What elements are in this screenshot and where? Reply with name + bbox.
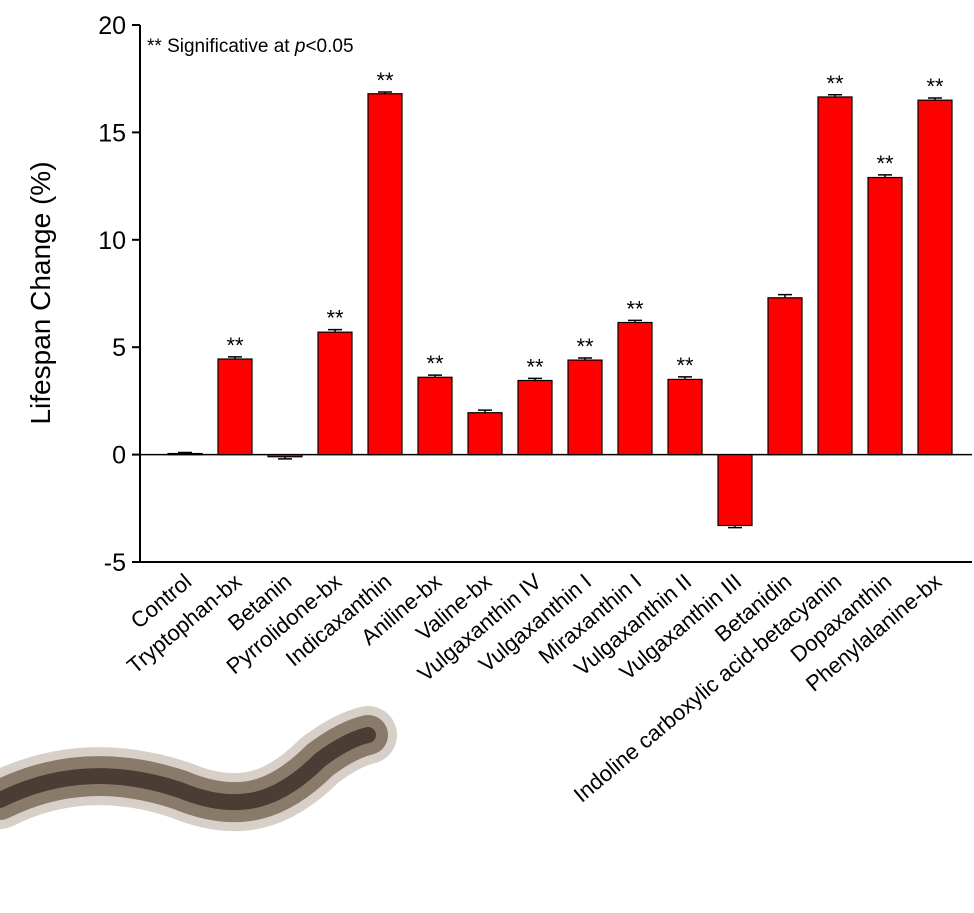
- y-axis-label: Lifespan Change (%): [25, 161, 56, 424]
- bar: [168, 454, 202, 455]
- significance-label: **: [426, 351, 444, 376]
- chart: ** Significative at p<0.05 Lifespan Chan…: [0, 0, 974, 913]
- annotation-text: ** Significative at: [147, 36, 295, 57]
- bar: [318, 332, 352, 454]
- significance-label: **: [576, 334, 594, 359]
- bar: [768, 298, 802, 455]
- significance-label: **: [876, 151, 894, 176]
- bar: [568, 360, 602, 455]
- y-tick-label: -5: [104, 549, 126, 577]
- y-tick-label: 0: [112, 442, 126, 470]
- bar: [668, 379, 702, 454]
- y-tick-label: 5: [112, 334, 126, 362]
- significance-label: **: [626, 296, 644, 321]
- bar: [518, 380, 552, 454]
- bar: [868, 178, 902, 455]
- significance-label: **: [676, 353, 694, 378]
- bar: [368, 94, 402, 455]
- significance-label: **: [326, 306, 344, 331]
- significance-label: **: [926, 74, 944, 99]
- y-tick-label: 15: [98, 119, 126, 147]
- bar: [468, 413, 502, 455]
- y-tick-label: 20: [98, 12, 126, 40]
- bar: [218, 359, 252, 455]
- significance-label: **: [226, 333, 244, 358]
- significance-label: **: [826, 71, 844, 96]
- significance-label: **: [376, 68, 394, 93]
- annotation: ** Significative at p<0.05: [147, 36, 354, 57]
- y-tick-label: 10: [98, 227, 126, 255]
- bar: [268, 455, 302, 457]
- bar: [418, 377, 452, 454]
- significance-label: **: [526, 354, 544, 379]
- bar: [618, 322, 652, 454]
- annotation-text: <0.05: [305, 36, 353, 57]
- bar: [818, 97, 852, 455]
- worm-illustration: [0, 735, 368, 802]
- bar: [718, 455, 752, 526]
- bar: [918, 100, 952, 454]
- annotation-p: p: [294, 36, 306, 57]
